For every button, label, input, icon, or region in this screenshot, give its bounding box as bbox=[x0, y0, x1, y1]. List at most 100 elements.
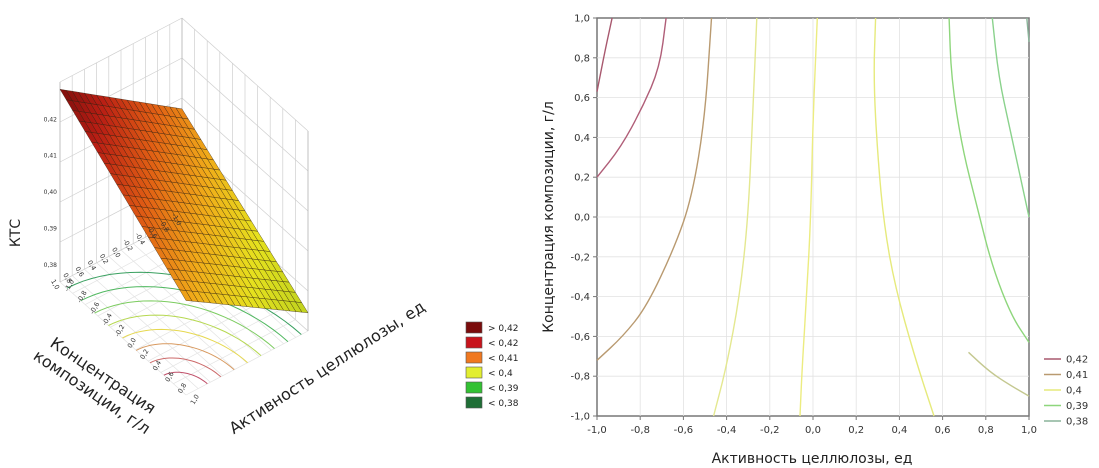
contour-plot: -1,0 -0,8 -0,6 -0,4 -0,2 0,0 0,2 0,4 0,6 0,8 1,0 1… bbox=[541, 14, 1088, 468]
surface-legend-label: < 0,4 bbox=[488, 369, 513, 379]
contour-y-tick-label: 0,6 bbox=[574, 93, 590, 104]
surface-y-tick-label: -0,4 bbox=[133, 231, 146, 246]
surface-floor-contour bbox=[149, 357, 222, 378]
surface-legend-label: < 0,39 bbox=[488, 384, 519, 394]
surface-legend-label: > 0,42 bbox=[488, 324, 518, 334]
surface-x-tick-label: 0,8 bbox=[176, 382, 188, 395]
contour-y-tick-label: 0,0 bbox=[574, 213, 590, 224]
surface-legend: > 0,42 < 0,42 < 0,41 < 0,4 < 0,39 < 0,38 bbox=[465, 321, 519, 409]
surface-legend-swatch bbox=[465, 396, 483, 409]
contour-legend-label: 0,38 bbox=[1066, 417, 1088, 428]
contour-y-tick-label: -0,8 bbox=[570, 372, 590, 383]
contour-legend: 0,42 0,41 0,4 0,39 0,38 bbox=[1044, 355, 1088, 428]
contour-y-tick-label: -0,4 bbox=[570, 292, 590, 303]
surface-legend-swatch bbox=[465, 336, 483, 349]
contour-y-tick-label: -1,0 bbox=[570, 412, 590, 423]
contour-legend-label: 0,4 bbox=[1066, 386, 1082, 397]
surface-y-tick-label: -0,2 bbox=[121, 238, 134, 253]
surface-mesh bbox=[59, 89, 309, 314]
surface-floor-contour bbox=[163, 371, 208, 385]
contour-line bbox=[596, 17, 613, 92]
surface-legend-swatch bbox=[465, 366, 483, 379]
contour-y-tick-label: 0,2 bbox=[574, 173, 590, 184]
contour-x-tick-label: -0,2 bbox=[760, 425, 780, 436]
contour-y-tick-label: 0,4 bbox=[574, 133, 590, 144]
surface-legend-swatch bbox=[465, 351, 483, 364]
surface-z-tick-label: 0,40 bbox=[44, 189, 58, 196]
surface-y-tick-label: 1,0 bbox=[49, 278, 61, 291]
surface-x-tick-label: 1,0 bbox=[189, 393, 201, 406]
surface-grid-line bbox=[108, 256, 236, 370]
contour-line bbox=[968, 351, 1030, 397]
surface-x-tick-label: -0,8 bbox=[75, 289, 88, 304]
contour-y-tick-label: 0,8 bbox=[574, 53, 590, 64]
surface-z-tick-label: 0,39 bbox=[44, 225, 58, 232]
surface-x-tick-label: -0,6 bbox=[88, 301, 101, 316]
contour-y-tick-label: -0,6 bbox=[570, 332, 590, 343]
surface-y-tick-label: 0,0 bbox=[110, 246, 122, 259]
surface-grid-line bbox=[96, 262, 223, 377]
surface-legend-swatch bbox=[465, 321, 483, 334]
surface-legend-label: < 0,42 bbox=[488, 339, 518, 349]
contour-y-tick-label: 1,0 bbox=[574, 14, 590, 25]
surface-grid-line bbox=[120, 249, 248, 364]
surface-floor-contour bbox=[108, 314, 262, 356]
contour-line bbox=[1026, 17, 1030, 42]
surface-floor-contour bbox=[122, 328, 248, 364]
surface-y-tick-label: 0,2 bbox=[98, 252, 110, 265]
contour-x-tick-label: -0,8 bbox=[630, 425, 650, 436]
contour-line bbox=[948, 17, 1030, 343]
contour-x-tick-label: 0,8 bbox=[978, 425, 994, 436]
surface-z-ticks: 0,42 0,41 0,40 0,39 0,38 bbox=[44, 116, 58, 268]
contour-x-tick-label: 0,2 bbox=[848, 425, 864, 436]
contour-y-ticks: 1,0 0,8 0,6 0,4 0,2 0,0 -0,2 -0,4 -0,6 -0,8 -1,0 bbox=[570, 14, 597, 423]
contour-legend-label: 0,39 bbox=[1066, 401, 1088, 412]
contour-x-ticks: -1,0 -0,8 -0,6 -0,4 -0,2 0,0 0,2 0,4 0,6 0,8 1,0 bbox=[587, 416, 1037, 436]
contour-x-tick-label: 0,0 bbox=[805, 425, 821, 436]
surface-grid-line bbox=[181, 57, 309, 172]
contour-y-axis-label: Концентрация композиции, г/л bbox=[541, 101, 557, 333]
surface-grid-line bbox=[71, 275, 199, 389]
surface-x-tick-label: 0,0 bbox=[126, 337, 138, 350]
surface-x-tick-label: 0,2 bbox=[138, 348, 150, 361]
surface-grid-line bbox=[59, 17, 183, 83]
contour-line bbox=[991, 17, 1030, 218]
surface-grid-line bbox=[148, 296, 271, 362]
contour-lines bbox=[596, 17, 1030, 417]
surface-plot: 0,420,410,400,390,38 -1,0-0,8-0,6-0,4-0,… bbox=[8, 17, 519, 438]
surface-x-tick-label: -0,4 bbox=[101, 312, 114, 327]
contour-line bbox=[596, 17, 667, 178]
surface-z-tick-label: 0,42 bbox=[44, 116, 58, 123]
contour-line bbox=[596, 17, 713, 361]
surface-y-tick-label: 0,6 bbox=[73, 265, 85, 278]
surface-floor-contour bbox=[94, 300, 275, 349]
surface-x-tick-label: -0,2 bbox=[113, 323, 126, 338]
contour-x-tick-label: 1,0 bbox=[1021, 425, 1037, 436]
contour-x-tick-label: -0,4 bbox=[717, 425, 737, 436]
contour-gridlines bbox=[597, 18, 1029, 416]
contour-x-tick-label: -0,6 bbox=[674, 425, 694, 436]
surface-z-tick-label: 0,41 bbox=[44, 153, 58, 160]
surface-legend-label: < 0,38 bbox=[488, 399, 519, 409]
contour-x-tick-label: 0,4 bbox=[891, 425, 907, 436]
surface-z-tick-label: 0,38 bbox=[44, 262, 58, 269]
contour-legend-label: 0,41 bbox=[1066, 370, 1088, 381]
surface-legend-label: < 0,41 bbox=[488, 354, 518, 364]
contour-y-tick-label: -0,2 bbox=[570, 252, 590, 263]
surface-floor-contour bbox=[135, 343, 235, 371]
contour-x-tick-label: -1,0 bbox=[587, 425, 607, 436]
contour-x-tick-label: 0,6 bbox=[935, 425, 951, 436]
contour-line bbox=[799, 17, 818, 417]
surface-legend-swatch bbox=[465, 381, 483, 394]
surface-grid-line bbox=[173, 319, 296, 385]
surface-grid-line bbox=[160, 308, 283, 373]
surface-grid-line bbox=[181, 97, 309, 212]
contour-line bbox=[712, 17, 758, 417]
surface-y-tick-label: 0,4 bbox=[86, 259, 98, 272]
surface-cell bbox=[179, 289, 193, 302]
contour-line bbox=[873, 17, 935, 417]
contour-legend-label: 0,42 bbox=[1066, 355, 1088, 366]
surface-grid-line bbox=[181, 17, 309, 132]
surface-grid-line bbox=[84, 268, 211, 383]
